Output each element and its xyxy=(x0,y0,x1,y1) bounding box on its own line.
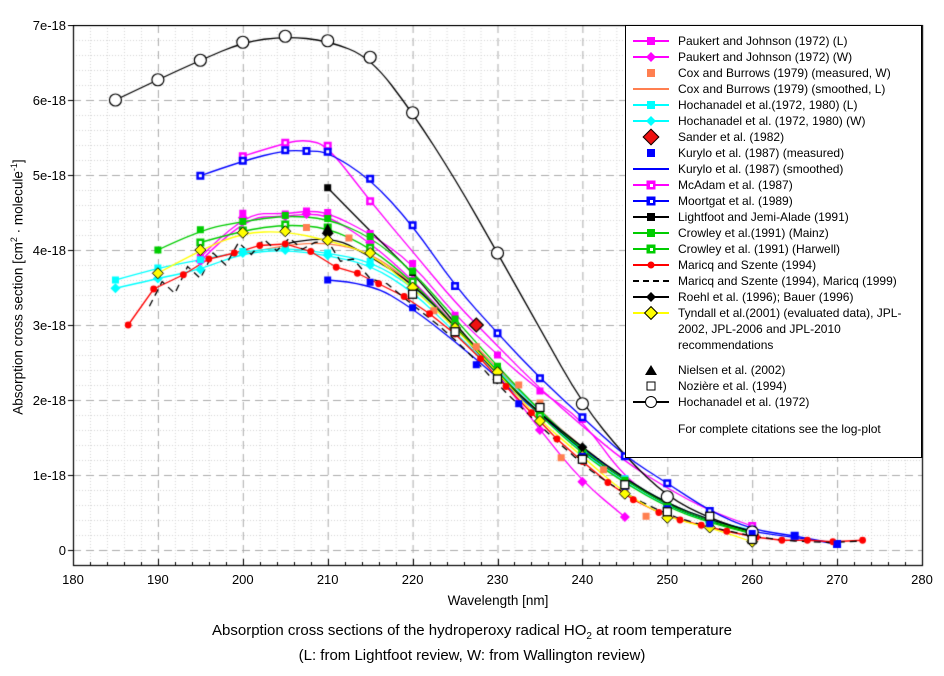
legend-entry: Roehl et al. (1996); Bauer (1996) xyxy=(632,289,917,305)
y-tick-label: 0 xyxy=(58,543,66,558)
x-tick-label: 200 xyxy=(231,572,254,587)
y-tick-label: 7e-18 xyxy=(32,18,66,33)
legend-marker-circle-icon xyxy=(632,257,670,273)
legend-box: Paukert and Johnson (1972) (L) Paukert an… xyxy=(625,25,922,458)
legend-marker-none-icon xyxy=(632,273,670,289)
legend-entry: Lightfoot and Jemi-Alade (1991) xyxy=(632,209,917,225)
x-tick-label: 180 xyxy=(62,572,84,587)
legend-entry-label: McAdam et al. (1987) xyxy=(678,178,793,192)
legend-marker-square-icon xyxy=(632,97,670,113)
legend-entry: Hochanadel et al. (1972) xyxy=(632,394,917,410)
legend-entry-label: Hochanadel et al.(1972, 1980) (L) xyxy=(678,98,858,112)
legend-entry-label: Maricq and Szente (1994) xyxy=(678,258,817,272)
x-tick-label: 280 xyxy=(911,572,933,587)
legend-entry-label: Hochanadel et al. (1972, 1980) (W) xyxy=(678,114,866,128)
legend-marker-open-square-icon xyxy=(632,378,670,394)
legend-marker-diamond-icon xyxy=(632,49,670,65)
x-tick-label: 210 xyxy=(316,572,339,587)
x-tick-label: 230 xyxy=(486,572,509,587)
legend-entry-label: Paukert and Johnson (1972) (L) xyxy=(678,34,848,48)
x-tick-label: 270 xyxy=(826,572,848,587)
legend-marker-dot-square-icon xyxy=(632,177,670,193)
legend-note: For complete citations see the log-plot xyxy=(678,422,881,436)
legend-entry: Paukert and Johnson (1972) (W) xyxy=(632,49,917,65)
legend-marker-none-icon xyxy=(632,81,670,97)
legend-entry: Maricq and Szente (1994) xyxy=(632,257,917,273)
legend-entry: Cox and Burrows (1979) (smoothed, L) xyxy=(632,81,917,97)
x-tick-label: 240 xyxy=(571,572,594,587)
legend-entry-label: Crowley et al. (1991) (Harwell) xyxy=(678,242,841,256)
legend-marker-dot-square-icon xyxy=(632,193,670,209)
x-tick-label: 220 xyxy=(401,572,424,587)
y-tick-label: 4e-18 xyxy=(32,243,66,258)
legend-entry-label: Nielsen et al. (2002) xyxy=(678,363,786,377)
legend-entry-label: Kurylo et al. (1987) (smoothed) xyxy=(678,162,844,176)
legend-marker-diamond-icon xyxy=(632,289,670,305)
legend-entry-label: Nozière et al. (1994) xyxy=(678,379,787,393)
legend-entry: Crowley et al. (1991) (Harwell) xyxy=(632,241,917,257)
legend-marker-triangle-icon xyxy=(632,362,670,378)
legend-entry-label: Cox and Burrows (1979) (smoothed, L) xyxy=(678,82,886,96)
caption-line-1: Absorption cross sections of the hydrope… xyxy=(212,622,732,642)
legend-entry: Nozière et al. (1994) xyxy=(632,378,917,394)
legend-entry: Hochanadel et al.(1972, 1980) (L) xyxy=(632,97,917,113)
legend-entry: Moortgat et al. (1989) xyxy=(632,193,917,209)
legend-entry-label: Roehl et al. (1996); Bauer (1996) xyxy=(678,290,854,304)
y-tick-label: 1e-18 xyxy=(32,468,66,483)
legend-marker-dot-square-icon xyxy=(632,241,670,257)
legend-marker-square-icon xyxy=(632,225,670,241)
legend-entry: Tyndall et al.(2001) (evaluated data), J… xyxy=(632,305,917,353)
legend-entry-label: Lightfoot and Jemi-Alade (1991) xyxy=(678,210,849,224)
legend-marker-square-icon xyxy=(632,33,670,49)
y-axis-label: Absorption cross section [cm2 · molecule… xyxy=(8,159,26,415)
x-tick-label: 250 xyxy=(656,572,679,587)
legend-marker-outline-diamond-icon xyxy=(632,305,670,321)
legend-entry: Cox and Burrows (1979) (measured, W) xyxy=(632,65,917,81)
y-tick-label: 5e-18 xyxy=(32,168,66,183)
legend-marker-diamond-icon xyxy=(632,113,670,129)
legend-entry-label: Crowley et al.(1991) (Mainz) xyxy=(678,226,829,240)
caption-line-2: (L: from Lightfoot review, W: from Walli… xyxy=(298,647,646,664)
legend-entry: McAdam et al. (1987) xyxy=(632,177,917,193)
legend-entry-label: Paukert and Johnson (1972) (W) xyxy=(678,50,853,64)
legend-entry-label: Cox and Burrows (1979) (measured, W) xyxy=(678,66,891,80)
figure-caption: Absorption cross sections of the hydrope… xyxy=(0,622,944,669)
legend-entry: Crowley et al.(1991) (Mainz) xyxy=(632,225,917,241)
x-tick-label: 260 xyxy=(741,572,764,587)
legend-marker-none-icon xyxy=(632,161,670,177)
legend-marker-square-icon xyxy=(632,65,670,81)
legend-entry: Maricq and Szente (1994), Maricq (1999) xyxy=(632,273,917,289)
legend-entry: Kurylo et al. (1987) (measured) xyxy=(632,145,917,161)
legend-entry-label: Kurylo et al. (1987) (measured) xyxy=(678,146,845,160)
y-tick-label: 2e-18 xyxy=(32,393,66,408)
legend-entry: Hochanadel et al. (1972, 1980) (W) xyxy=(632,113,917,129)
y-tick-label: 6e-18 xyxy=(32,93,66,108)
legend-marker-big-diamond-icon xyxy=(632,128,670,146)
legend-entry: Sander et al. (1982) xyxy=(632,128,917,146)
legend-entry-label: Tyndall et al.(2001) (evaluated data), J… xyxy=(678,306,902,352)
x-axis-label: Wavelength [nm] xyxy=(447,593,549,608)
legend-entry-label: Maricq and Szente (1994), Maricq (1999) xyxy=(678,274,897,288)
legend-entry: Kurylo et al. (1987) (smoothed) xyxy=(632,161,917,177)
legend-entry-label: Moortgat et al. (1989) xyxy=(678,194,793,208)
legend-entry-label: Hochanadel et al. (1972) xyxy=(678,395,810,409)
legend-entry: Paukert and Johnson (1972) (L) xyxy=(632,33,917,49)
legend-entry: Nielsen et al. (2002) xyxy=(632,362,917,378)
legend-marker-square-icon xyxy=(632,209,670,225)
legend-rows: Paukert and Johnson (1972) (L) Paukert an… xyxy=(632,33,917,410)
y-tick-label: 3e-18 xyxy=(32,318,66,333)
legend-entry-label: Sander et al. (1982) xyxy=(678,130,785,144)
legend-marker-square-icon xyxy=(632,145,670,161)
legend-marker-open-circle-icon xyxy=(632,394,670,410)
x-tick-label: 190 xyxy=(147,572,169,587)
